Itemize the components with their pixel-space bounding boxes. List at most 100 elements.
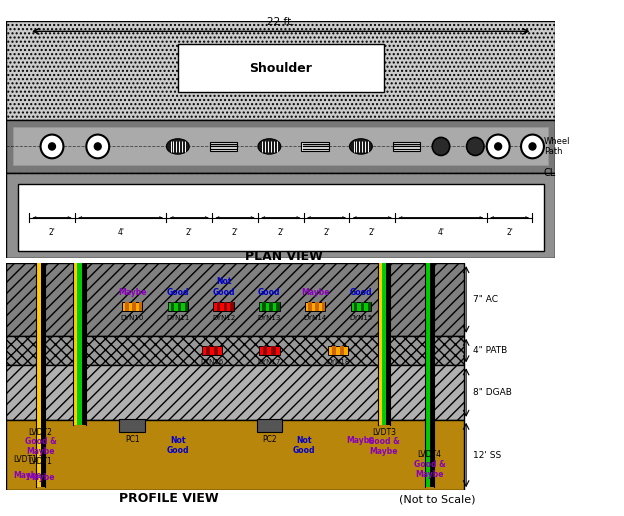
- Text: PLAN VIEW: PLAN VIEW: [245, 250, 323, 264]
- Text: DYN10: DYN10: [120, 315, 144, 321]
- Bar: [6, 336, 464, 365]
- Circle shape: [49, 143, 56, 150]
- Text: Good &
Maybe: Good & Maybe: [25, 437, 56, 456]
- Text: 2': 2': [49, 228, 56, 237]
- Ellipse shape: [258, 139, 281, 154]
- Bar: [132, 301, 135, 311]
- Bar: [202, 346, 223, 355]
- Text: 4" PATB: 4" PATB: [473, 346, 507, 355]
- Bar: [6, 172, 555, 258]
- Bar: [259, 301, 280, 311]
- Text: Not
Good: Not Good: [293, 436, 315, 455]
- Bar: [73, 263, 77, 426]
- Text: 7" AC: 7" AC: [473, 295, 498, 304]
- Text: Maybe: Maybe: [301, 288, 329, 297]
- Bar: [77, 263, 82, 426]
- Text: Maybe: Maybe: [13, 471, 42, 480]
- Bar: [36, 263, 41, 487]
- Circle shape: [487, 135, 510, 158]
- Text: DYN12: DYN12: [212, 315, 235, 321]
- Bar: [308, 301, 312, 311]
- Text: 8" DGAB: 8" DGAB: [473, 388, 512, 397]
- Bar: [361, 301, 364, 311]
- Bar: [382, 263, 386, 426]
- Circle shape: [467, 137, 484, 155]
- Text: Shoulder: Shoulder: [250, 61, 312, 75]
- Text: DYN15: DYN15: [349, 315, 373, 321]
- Text: Wheel
Path: Wheel Path: [544, 137, 570, 156]
- Text: 2': 2': [232, 228, 238, 237]
- Bar: [178, 44, 384, 92]
- Text: PC2: PC2: [262, 435, 276, 444]
- Text: 12' SS: 12' SS: [473, 450, 501, 460]
- Text: PROFILE VIEW: PROFILE VIEW: [119, 492, 218, 505]
- Text: Maybe: Maybe: [118, 288, 147, 297]
- Bar: [167, 301, 188, 311]
- Bar: [223, 301, 227, 311]
- Bar: [315, 301, 319, 311]
- Text: Maybe: Maybe: [346, 436, 375, 445]
- Text: Not
Good: Not Good: [167, 436, 189, 455]
- Text: Maybe: Maybe: [26, 473, 55, 482]
- Bar: [6, 420, 464, 490]
- Bar: [6, 120, 555, 172]
- Text: Not
Good: Not Good: [212, 278, 235, 297]
- Circle shape: [86, 135, 109, 158]
- Text: DYN11: DYN11: [166, 315, 190, 321]
- Bar: [17, 184, 544, 251]
- Circle shape: [41, 135, 64, 158]
- Text: PC1: PC1: [125, 435, 139, 444]
- Bar: [213, 301, 234, 311]
- Bar: [214, 346, 218, 355]
- Text: 2': 2': [506, 228, 513, 237]
- Bar: [332, 346, 336, 355]
- Bar: [328, 346, 348, 355]
- Text: CL: CL: [544, 168, 556, 178]
- Text: DYN14: DYN14: [303, 315, 327, 321]
- Bar: [270, 301, 273, 311]
- Bar: [263, 346, 267, 355]
- Bar: [259, 346, 280, 355]
- Bar: [82, 263, 85, 426]
- Bar: [206, 346, 210, 355]
- Bar: [6, 21, 555, 120]
- Text: 2': 2': [277, 228, 285, 237]
- Text: 22 ft.: 22 ft.: [267, 17, 295, 27]
- Circle shape: [495, 143, 502, 150]
- Bar: [230, 301, 234, 311]
- Text: DYN13: DYN13: [258, 315, 281, 321]
- Text: 2': 2': [369, 228, 376, 237]
- Bar: [41, 263, 45, 487]
- Ellipse shape: [349, 139, 373, 154]
- Bar: [429, 263, 434, 487]
- Text: 4': 4': [437, 228, 444, 237]
- Bar: [6, 365, 464, 420]
- Text: Good: Good: [349, 288, 372, 297]
- Bar: [351, 301, 371, 311]
- Text: LVDT4: LVDT4: [417, 450, 442, 459]
- Circle shape: [529, 143, 536, 150]
- Bar: [354, 301, 358, 311]
- Bar: [301, 142, 329, 151]
- Bar: [276, 301, 280, 311]
- Circle shape: [94, 143, 101, 150]
- Circle shape: [521, 135, 544, 158]
- Bar: [6, 263, 464, 336]
- Text: DYN16: DYN16: [200, 359, 224, 364]
- Bar: [210, 142, 237, 151]
- Text: (Not to Scale): (Not to Scale): [399, 495, 475, 505]
- Text: Good: Good: [258, 288, 281, 297]
- Bar: [122, 301, 142, 311]
- Text: Good: Good: [167, 288, 189, 297]
- Bar: [393, 142, 421, 151]
- Text: DYN17: DYN17: [258, 359, 281, 364]
- Text: LVDT1: LVDT1: [13, 455, 37, 464]
- Bar: [386, 263, 390, 426]
- Bar: [178, 301, 182, 311]
- Bar: [139, 301, 142, 311]
- Bar: [217, 301, 220, 311]
- Text: LVDT1: LVDT1: [29, 457, 52, 466]
- Bar: [125, 301, 129, 311]
- Text: 2': 2': [186, 228, 193, 237]
- Bar: [119, 419, 145, 432]
